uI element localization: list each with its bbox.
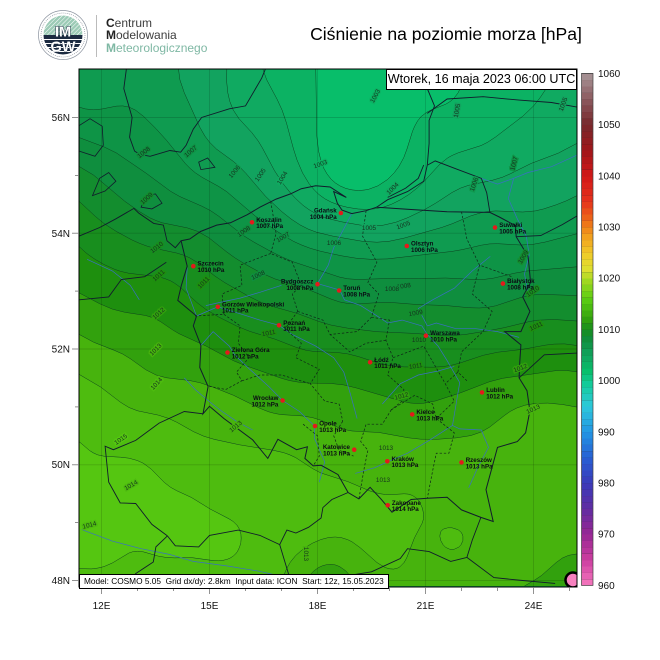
svg-text:1013: 1013 <box>302 547 309 562</box>
svg-text:1010: 1010 <box>412 337 427 344</box>
svg-text:1008 hPa: 1008 hPa <box>343 291 370 298</box>
svg-text:12E: 12E <box>93 601 111 612</box>
svg-text:IM: IM <box>55 25 71 41</box>
svg-text:1012 hPa: 1012 hPa <box>486 393 513 400</box>
svg-text:Białystok: Białystok <box>507 278 535 285</box>
svg-text:21E: 21E <box>417 601 435 612</box>
svg-text:1012 hPa: 1012 hPa <box>232 353 259 360</box>
svg-text:Suwałki: Suwałki <box>499 222 522 229</box>
svg-text:1008 hPa: 1008 hPa <box>286 285 313 292</box>
svg-text:24E: 24E <box>525 601 543 612</box>
svg-text:1060: 1060 <box>598 69 621 80</box>
svg-text:Olsztyn: Olsztyn <box>411 241 434 248</box>
svg-text:Bydgoszcz: Bydgoszcz <box>281 279 313 286</box>
svg-text:1011 hPa: 1011 hPa <box>374 363 401 370</box>
svg-text:Wrocław: Wrocław <box>253 395 279 402</box>
svg-text:56N: 56N <box>52 113 70 124</box>
svg-text:1011: 1011 <box>408 362 423 371</box>
svg-text:1013 hPa: 1013 hPa <box>392 462 419 469</box>
svg-text:960: 960 <box>598 581 615 592</box>
svg-text:Toruń: Toruń <box>343 285 360 292</box>
svg-text:1007 hPa: 1007 hPa <box>256 223 283 230</box>
svg-text:1008 hPa: 1008 hPa <box>507 285 534 292</box>
svg-text:1006: 1006 <box>327 240 342 247</box>
svg-text:Lublin: Lublin <box>486 387 505 394</box>
svg-text:Koszalin: Koszalin <box>256 217 282 224</box>
svg-text:1013 hPa: 1013 hPa <box>466 463 493 470</box>
svg-text:Warszawa: Warszawa <box>430 330 460 337</box>
svg-text:GW: GW <box>51 40 76 56</box>
svg-text:1013 hPa: 1013 hPa <box>323 451 350 458</box>
svg-text:1000: 1000 <box>598 376 621 387</box>
svg-text:54N: 54N <box>52 229 70 240</box>
svg-text:Gdańsk: Gdańsk <box>314 208 337 215</box>
svg-text:1004 hPa: 1004 hPa <box>310 214 337 221</box>
svg-text:Zakopane: Zakopane <box>392 500 421 507</box>
svg-text:1011: 1011 <box>261 329 276 338</box>
svg-text:1010: 1010 <box>598 325 621 336</box>
svg-text:1050: 1050 <box>598 120 621 131</box>
svg-text:1020: 1020 <box>598 274 621 285</box>
svg-text:52N: 52N <box>52 345 70 356</box>
svg-text:Rzeszów: Rzeszów <box>466 457 492 464</box>
svg-text:1005 hPa: 1005 hPa <box>499 228 526 235</box>
svg-text:Łódź: Łódź <box>374 357 388 364</box>
svg-text:Kielce: Kielce <box>416 409 435 416</box>
svg-text:Szczecin: Szczecin <box>198 261 224 268</box>
svg-text:1010 hPa: 1010 hPa <box>198 267 225 274</box>
svg-text:18E: 18E <box>309 601 327 612</box>
svg-text:Katowice: Katowice <box>323 444 351 451</box>
svg-text:980: 980 <box>598 479 615 490</box>
svg-text:Poznań: Poznań <box>283 320 305 327</box>
svg-text:1013: 1013 <box>379 445 394 452</box>
svg-text:Gorzów Wielkopolski: Gorzów Wielkopolski <box>222 301 284 308</box>
svg-text:1040: 1040 <box>598 171 621 182</box>
svg-text:Zielona Góra: Zielona Góra <box>232 347 270 354</box>
svg-text:1013 hPa: 1013 hPa <box>416 415 443 422</box>
svg-text:50N: 50N <box>52 460 70 471</box>
svg-text:1005: 1005 <box>362 225 377 232</box>
svg-text:1011 hPa: 1011 hPa <box>222 308 249 315</box>
svg-text:1010 hPa: 1010 hPa <box>430 337 457 344</box>
svg-text:Opole: Opole <box>319 421 337 428</box>
svg-text:48N: 48N <box>52 576 70 587</box>
svg-text:1013: 1013 <box>376 477 391 484</box>
svg-text:1011 hPa: 1011 hPa <box>283 326 310 333</box>
svg-text:Kraków: Kraków <box>392 456 415 463</box>
svg-text:1014 hPa: 1014 hPa <box>392 506 419 513</box>
svg-text:1008: 1008 <box>396 282 411 291</box>
svg-text:1008: 1008 <box>385 286 400 293</box>
svg-text:1030: 1030 <box>598 223 621 234</box>
svg-text:1006 hPa: 1006 hPa <box>411 247 438 254</box>
svg-text:1012 hPa: 1012 hPa <box>252 401 279 408</box>
svg-text:970: 970 <box>598 530 615 541</box>
svg-text:15E: 15E <box>201 601 219 612</box>
svg-text:990: 990 <box>598 427 615 438</box>
svg-text:1013 hPa: 1013 hPa <box>319 427 346 434</box>
